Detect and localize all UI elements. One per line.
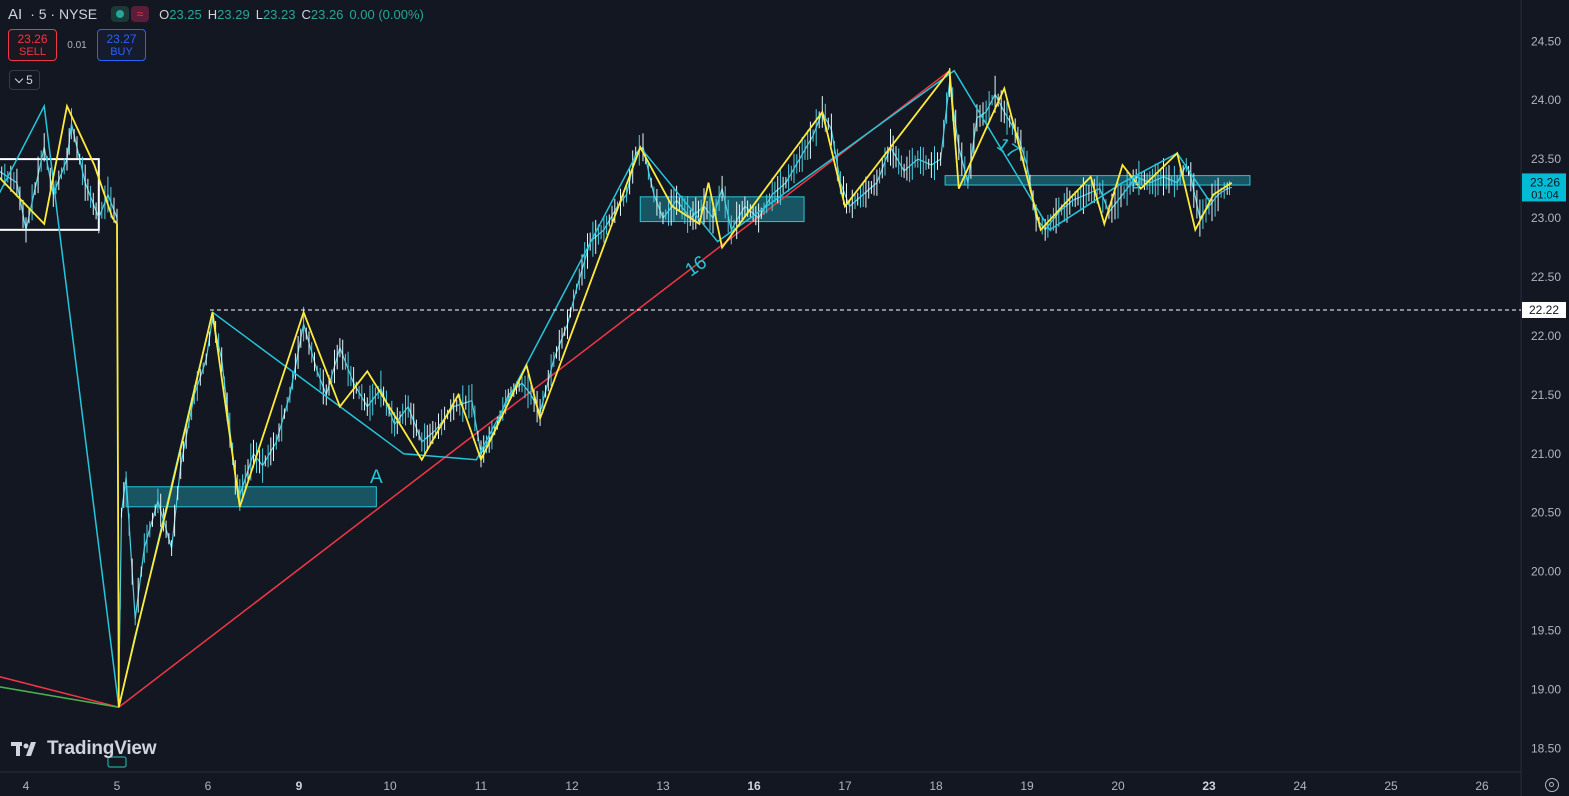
price-tick-label: 24.50 [1531,34,1561,48]
price-tick-label: 23.50 [1531,152,1561,166]
time-tick-label: 18 [929,779,943,793]
time-tick-label: 12 [565,779,579,793]
price-tick-label: 21.00 [1531,447,1561,461]
sell-price: 23.26 [17,32,48,46]
ohlc-open: O23.25 [159,6,202,22]
price-tick-label: 19.00 [1531,682,1561,696]
time-tick-label: 5 [114,779,121,793]
buy-label: BUY [110,46,133,58]
time-tick-label: 11 [475,779,488,793]
wave-label: A [370,467,383,488]
zigzag-minor [0,68,1233,708]
price-axis-panel [1521,0,1569,796]
symbol-name[interactable]: AI [8,5,23,23]
trade-panel: 23.26 SELL 0.01 23.27 BUY [8,29,146,61]
zone-box [0,158,100,231]
time-tick-label: 16 [747,779,761,793]
sell-label: SELL [19,46,46,58]
time-tick-label: 6 [205,779,212,793]
zone-box [125,486,377,508]
interval-toggle[interactable]: 5 [9,70,40,90]
market-open-dot-icon[interactable] [111,6,130,22]
sell-button[interactable]: 23.26 SELL [8,29,57,61]
execution-marker [107,756,127,768]
current-price-label: 23.26 [1530,175,1560,189]
tradingview-logo[interactable]: TradingView [11,738,157,760]
wave-icon[interactable]: ≈ [131,6,150,22]
time-tick-label: 24 [1293,779,1307,793]
time-tick-label: 20 [1111,779,1125,793]
chevron-down-icon [14,74,24,83]
buy-button[interactable]: 23.27 BUY [97,29,146,61]
green-trendline [0,686,119,708]
crosshair-price-label: 22.22 [1529,303,1559,317]
time-tick-label: 13 [656,779,670,793]
time-tick-label: 25 [1384,779,1398,793]
price-tick-label: 19.50 [1531,624,1561,638]
wave-label: 13 [0,414,1,435]
price-change: 0.00 (0.00%) [349,6,424,22]
time-tick-label: 23 [1202,779,1216,793]
price-tick-label: 22.00 [1531,329,1561,343]
time-tick-label: 10 [383,779,397,793]
spread-value: 0.01 [67,39,87,51]
price-tick-label: 20.00 [1531,565,1561,579]
market-status[interactable]: ≈ [111,6,150,22]
current-price-badge [1522,173,1566,202]
price-tick-label: 23.00 [1531,211,1561,225]
zigzag-major [0,69,1210,708]
tradingview-logo-icon [11,742,36,756]
time-tick-label: 4 [23,779,30,793]
ohlc-high: H23.29 [207,6,250,22]
price-tick-label: 21.50 [1531,388,1561,402]
time-tick-label: 19 [1020,779,1034,793]
time-tick-label: 26 [1475,779,1489,793]
price-tick-label: 24.00 [1531,93,1561,107]
ohlc-close: C23.26 [301,6,344,22]
countdown-label: 01:04 [1531,189,1559,201]
interval-value: 5 [26,73,33,87]
chart-header: AI · 5 · NYSE ≈ O23.25 H23.29 L23.23 C23… [8,4,424,24]
settings-gear-icon[interactable] [1545,778,1559,792]
buy-price: 23.27 [106,32,137,46]
wave-label: 9 [1131,173,1142,194]
time-tick-label: 9 [296,779,303,793]
symbol-details[interactable]: · 5 · NYSE [30,6,98,22]
time-tick-label: 17 [838,779,852,793]
price-tick-label: 18.50 [1531,741,1561,755]
logo-text: TradingView [47,738,157,759]
crosshair-price-badge [1522,301,1566,318]
price-tick-label: 20.50 [1531,506,1561,520]
price-tick-label: 22.50 [1531,270,1561,284]
ohlc-low: L23.23 [255,6,296,22]
